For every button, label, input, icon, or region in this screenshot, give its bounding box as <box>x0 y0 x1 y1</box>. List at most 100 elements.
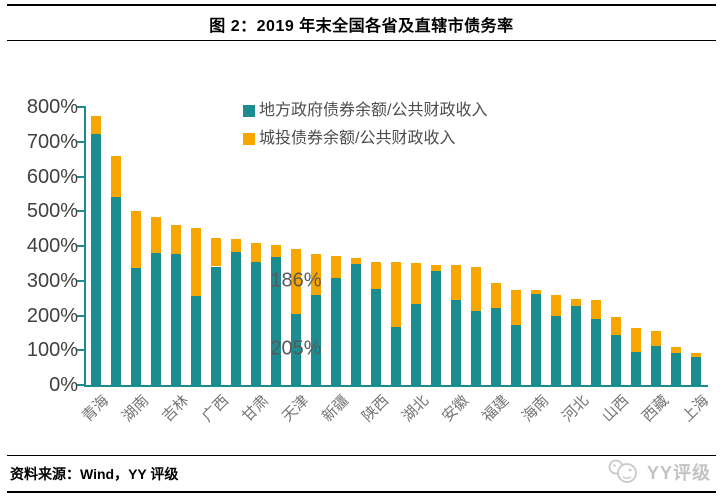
x-axis-label: 上海 <box>678 392 713 426</box>
bar-segment-local-gov <box>251 261 261 385</box>
bar-segment-local-gov <box>211 266 221 385</box>
x-axis-label: 广西 <box>198 392 233 426</box>
title-divider-line <box>7 40 716 41</box>
bar-segment-urban-investment <box>291 249 301 314</box>
y-axis-tick <box>77 140 84 143</box>
bar-segment-local-gov <box>571 305 581 385</box>
bar-segment-urban-investment <box>91 116 101 134</box>
bar-segment-local-gov <box>651 346 661 385</box>
bar-segment-urban-investment <box>111 155 121 198</box>
y-axis-label: 600% <box>26 165 78 188</box>
bar-segment-urban-investment <box>511 289 521 326</box>
bar-segment-urban-investment <box>131 210 141 268</box>
x-axis-label: 山西 <box>598 392 633 426</box>
y-axis-tick <box>77 245 84 247</box>
yy-rating-watermark: YY评级 <box>606 458 711 486</box>
y-axis-tick <box>77 175 84 178</box>
bar-segment-local-gov <box>431 271 441 385</box>
bar-segment-urban-investment <box>491 283 501 308</box>
bar-segment-urban-investment <box>671 347 681 353</box>
x-axis-label: 陕西 <box>358 392 393 426</box>
bar-segment-local-gov <box>531 293 541 385</box>
y-axis-label: 500% <box>26 200 78 223</box>
y-axis-tick <box>77 349 84 352</box>
bar-segment-urban-investment <box>351 258 361 264</box>
bar-segment-local-gov <box>671 352 681 385</box>
bar-segment-urban-investment <box>651 331 661 347</box>
y-axis-tick <box>77 210 84 213</box>
debt-ratio-stacked-bar-chart: 地方政府债券余额/公共财政收入 城投债券余额/公共财政收入 0% 100% 200%… <box>0 50 723 455</box>
bar-segment-urban-investment <box>331 255 341 279</box>
x-axis-label: 甘肃 <box>238 392 273 426</box>
top-border-line <box>7 4 716 6</box>
bar-segment-urban-investment <box>631 328 641 353</box>
y-axis-tick <box>77 314 84 317</box>
bar-segment-local-gov <box>411 303 421 385</box>
bar-segment-local-gov <box>691 357 701 385</box>
x-axis-label: 湖南 <box>118 392 153 426</box>
bar-segment-local-gov <box>111 197 121 385</box>
bar-segment-local-gov <box>351 263 361 385</box>
x-axis-line <box>84 385 708 387</box>
x-axis-label: 湖北 <box>398 392 433 426</box>
watermark-label: YY评级 <box>646 463 711 483</box>
bar-segment-urban-investment <box>691 353 701 358</box>
bar-segment-urban-investment <box>591 300 601 319</box>
bar-segment-local-gov <box>371 289 381 385</box>
bar-segment-local-gov <box>291 313 301 385</box>
legend-item-urban-investment-bonds: 城投债券余额/公共财政收入 <box>243 130 487 148</box>
bar-segment-local-gov <box>631 352 641 385</box>
legend-label-local-gov-bonds: 地方政府债券余额/公共财政收入 <box>259 102 488 119</box>
bar-segment-local-gov <box>331 278 341 385</box>
bar-value-annotation: 205% <box>270 337 322 360</box>
y-axis-label: 400% <box>26 235 78 257</box>
bar-segment-urban-investment <box>151 217 161 253</box>
chart-legend: 地方政府债券余额/公共财政收入 城投债券余额/公共财政收入 <box>243 102 487 158</box>
bar-segment-urban-investment <box>251 242 261 262</box>
bar-segment-urban-investment <box>471 266 481 312</box>
bar-segment-local-gov <box>91 133 101 385</box>
bar-segment-local-gov <box>551 316 561 385</box>
bar-segment-local-gov <box>471 311 481 385</box>
x-axis-label: 福建 <box>478 392 513 426</box>
bar-segment-urban-investment <box>431 264 441 272</box>
y-axis-label: 300% <box>26 269 78 292</box>
bar-segment-urban-investment <box>371 261 381 290</box>
y-axis-label: 800% <box>26 96 78 118</box>
bar-segment-local-gov <box>231 251 241 385</box>
bar-segment-urban-investment <box>411 263 421 304</box>
bar-segment-urban-investment <box>451 265 461 300</box>
bar-segment-local-gov <box>491 307 501 385</box>
bar-segment-local-gov <box>311 295 321 385</box>
legend-swatch-teal <box>243 105 255 117</box>
bar-segment-local-gov <box>271 257 281 385</box>
y-axis-label: 700% <box>26 130 78 153</box>
legend-swatch-orange <box>243 133 255 145</box>
y-axis-line <box>84 106 86 387</box>
x-axis-label: 新疆 <box>318 392 353 426</box>
bottom-border-line <box>7 491 716 493</box>
x-axis-label: 河北 <box>558 392 593 426</box>
bar-segment-urban-investment <box>571 299 581 306</box>
bar-segment-urban-investment <box>391 262 401 328</box>
bar-segment-local-gov <box>391 327 401 385</box>
x-axis-label: 安徽 <box>438 392 473 426</box>
y-axis-label: 100% <box>26 339 78 362</box>
legend-label-urban-investment-bonds: 城投债券余额/公共财政收入 <box>259 130 456 147</box>
bar-segment-urban-investment <box>311 253 321 296</box>
bar-segment-urban-investment <box>231 239 241 252</box>
bar-segment-local-gov <box>131 267 141 385</box>
bar-segment-local-gov <box>591 318 601 385</box>
y-axis-label: 200% <box>26 304 78 327</box>
bar-segment-local-gov <box>151 252 161 385</box>
bar-segment-urban-investment <box>271 244 281 258</box>
y-axis-label: 0% <box>49 374 78 396</box>
bar-segment-urban-investment <box>171 225 181 254</box>
legend-item-local-gov-bonds: 地方政府债券余额/公共财政收入 <box>243 102 487 120</box>
bar-segment-local-gov <box>191 295 201 385</box>
bar-segment-urban-investment <box>211 237 221 267</box>
bar-segment-urban-investment <box>531 290 541 294</box>
y-axis-tick <box>77 384 84 386</box>
yy-logo-icon <box>608 459 637 483</box>
x-axis-label: 西藏 <box>638 392 673 426</box>
